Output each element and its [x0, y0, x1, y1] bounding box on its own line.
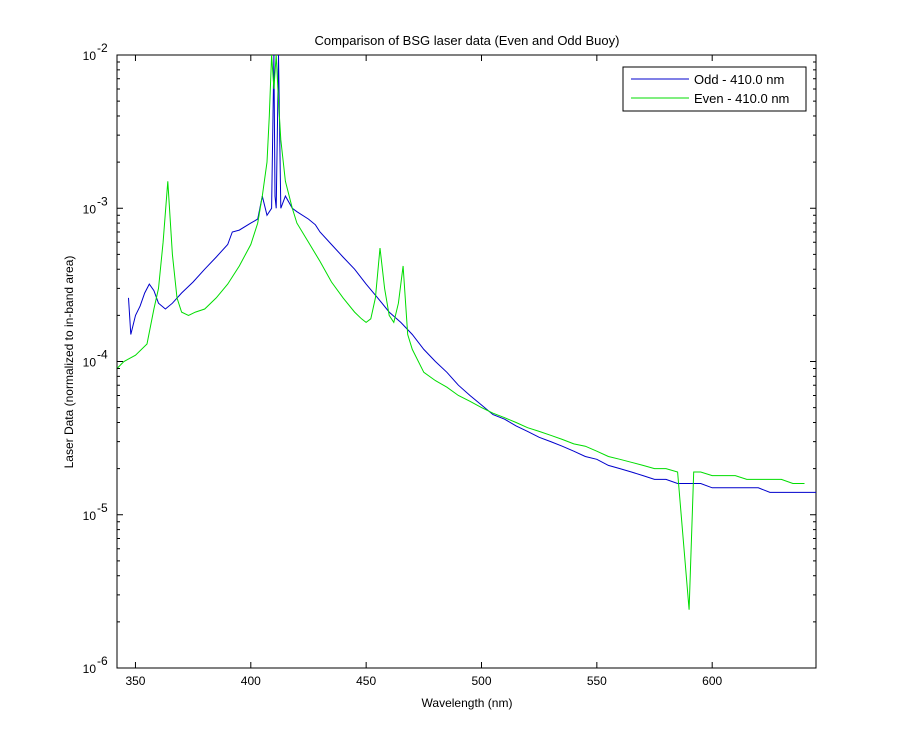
y-tick-exponent: -3	[97, 194, 108, 208]
legend-label: Even - 410.0 nm	[694, 91, 789, 106]
x-tick-label: 550	[587, 674, 607, 688]
series-line-even	[117, 55, 805, 610]
legend-box	[622, 66, 807, 112]
series-line-odd	[128, 55, 816, 493]
y-tick-exponent: -4	[97, 348, 108, 362]
x-tick-label: 350	[125, 674, 145, 688]
y-tick-exponent: -5	[97, 501, 108, 515]
plot-area	[116, 54, 817, 669]
y-axis-label: Laser Data (normalized to in-band area)	[62, 256, 76, 469]
y-tick-exponent: -6	[97, 654, 108, 668]
x-axis-label: Wavelength (nm)	[422, 696, 513, 710]
y-tick-label: 10	[83, 662, 97, 676]
y-tick-label: 10	[83, 509, 97, 523]
y-tick-exponent: -2	[97, 41, 108, 55]
x-tick-label: 450	[356, 674, 376, 688]
y-tick-label: 10	[83, 49, 97, 63]
chart-title: Comparison of BSG laser data (Even and O…	[315, 33, 620, 48]
x-tick-label: 500	[471, 674, 491, 688]
y-tick-label: 10	[83, 202, 97, 216]
x-tick-label: 400	[241, 674, 261, 688]
x-tick-label: 600	[702, 674, 722, 688]
legend-label: Odd - 410.0 nm	[694, 72, 784, 87]
y-tick-label: 10	[83, 356, 97, 370]
